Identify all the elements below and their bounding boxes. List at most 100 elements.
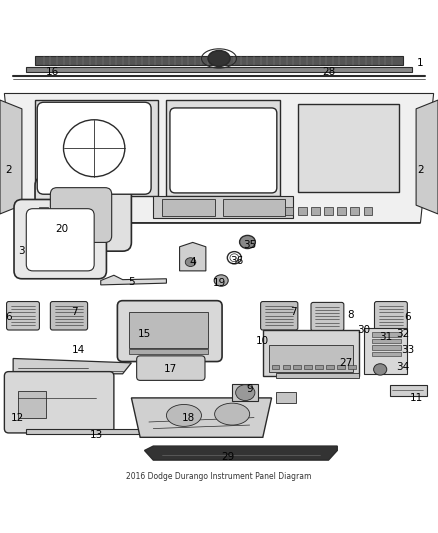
Text: 15: 15 — [138, 329, 151, 340]
Bar — [162, 199, 215, 216]
FancyBboxPatch shape — [374, 302, 407, 330]
Ellipse shape — [236, 385, 255, 400]
FancyBboxPatch shape — [137, 356, 205, 381]
Text: 6: 6 — [404, 312, 411, 322]
FancyBboxPatch shape — [35, 177, 131, 251]
Text: 2016 Dodge Durango Instrument Panel Diagram: 2016 Dodge Durango Instrument Panel Diag… — [126, 472, 312, 481]
Ellipse shape — [208, 51, 230, 66]
Bar — [26, 67, 412, 71]
Bar — [35, 56, 403, 65]
Text: 13: 13 — [90, 430, 103, 440]
Bar — [372, 332, 401, 336]
FancyBboxPatch shape — [26, 209, 94, 271]
Ellipse shape — [214, 275, 228, 286]
Text: 10: 10 — [256, 336, 269, 346]
Bar — [372, 339, 401, 343]
Text: 9: 9 — [246, 384, 253, 394]
Text: 8: 8 — [347, 310, 354, 320]
Text: 36: 36 — [230, 256, 243, 266]
Bar — [372, 345, 401, 350]
Bar — [35, 100, 158, 197]
FancyBboxPatch shape — [7, 302, 39, 330]
Text: 6: 6 — [5, 312, 12, 322]
Polygon shape — [26, 430, 149, 434]
Polygon shape — [13, 359, 131, 374]
Bar — [298, 104, 399, 192]
Bar — [337, 365, 345, 369]
Bar — [311, 207, 320, 215]
Bar — [372, 352, 401, 356]
Bar — [348, 365, 356, 369]
Text: 19: 19 — [212, 278, 226, 288]
Bar — [315, 365, 323, 369]
FancyBboxPatch shape — [117, 301, 222, 361]
Bar — [18, 391, 46, 418]
Bar — [350, 207, 359, 215]
Bar — [337, 207, 346, 215]
Ellipse shape — [215, 403, 250, 425]
FancyBboxPatch shape — [311, 302, 344, 331]
Ellipse shape — [185, 258, 196, 266]
Bar — [66, 207, 74, 215]
Text: 35: 35 — [243, 240, 256, 249]
Polygon shape — [131, 398, 272, 437]
Bar — [272, 365, 279, 369]
Text: 30: 30 — [357, 325, 370, 335]
Text: 18: 18 — [182, 413, 195, 423]
Text: 12: 12 — [11, 413, 24, 423]
Text: 7: 7 — [71, 308, 78, 318]
Ellipse shape — [240, 236, 255, 248]
Bar — [324, 207, 333, 215]
Bar — [269, 345, 353, 372]
FancyBboxPatch shape — [50, 188, 112, 243]
Bar — [293, 365, 301, 369]
Bar — [223, 199, 285, 216]
Bar — [390, 385, 427, 395]
Bar — [53, 207, 61, 215]
Text: 31: 31 — [379, 332, 392, 342]
Text: 32: 32 — [396, 329, 410, 340]
Bar — [276, 392, 296, 403]
FancyBboxPatch shape — [170, 108, 277, 193]
Bar — [364, 207, 372, 215]
Text: 28: 28 — [322, 67, 335, 77]
Bar — [326, 365, 334, 369]
Bar — [232, 384, 258, 401]
Text: 29: 29 — [221, 452, 234, 462]
Polygon shape — [0, 100, 22, 214]
FancyBboxPatch shape — [261, 302, 298, 330]
Text: 34: 34 — [396, 362, 410, 372]
Bar — [276, 374, 359, 378]
Text: 20: 20 — [55, 224, 68, 235]
Bar — [298, 207, 307, 215]
FancyBboxPatch shape — [14, 199, 106, 279]
Ellipse shape — [374, 364, 387, 375]
FancyBboxPatch shape — [4, 372, 114, 433]
Bar — [285, 207, 293, 215]
Text: 33: 33 — [401, 345, 414, 355]
Bar — [129, 312, 208, 348]
Bar — [364, 328, 407, 374]
Bar — [283, 365, 290, 369]
Ellipse shape — [166, 405, 201, 426]
Bar — [39, 207, 48, 215]
Text: 2: 2 — [5, 165, 12, 175]
Text: 17: 17 — [164, 365, 177, 374]
Text: 27: 27 — [339, 358, 353, 368]
Text: 4: 4 — [189, 257, 196, 267]
Bar — [166, 100, 280, 197]
FancyBboxPatch shape — [37, 102, 151, 194]
Polygon shape — [416, 100, 438, 214]
Text: 7: 7 — [290, 308, 297, 318]
Polygon shape — [101, 275, 166, 285]
Polygon shape — [4, 93, 434, 223]
Text: 11: 11 — [410, 393, 423, 403]
Bar — [304, 365, 312, 369]
Polygon shape — [180, 243, 206, 271]
Text: 16: 16 — [46, 67, 59, 77]
Polygon shape — [145, 446, 337, 460]
Bar — [153, 197, 293, 219]
Text: 3: 3 — [18, 246, 25, 256]
Text: 14: 14 — [72, 345, 85, 355]
Text: 2: 2 — [417, 165, 424, 175]
